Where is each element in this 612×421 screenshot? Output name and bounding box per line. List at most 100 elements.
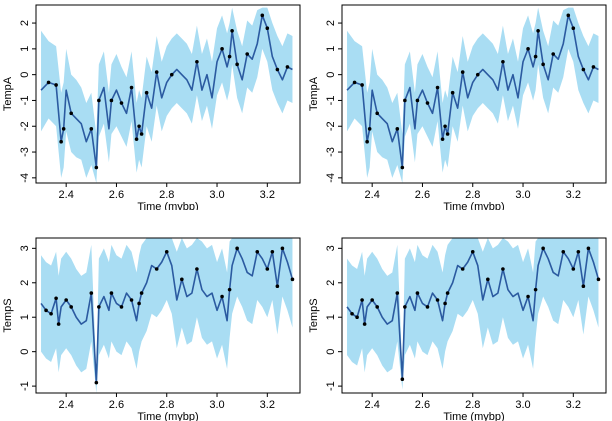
y-tick-label: -4 (19, 173, 31, 183)
data-point (440, 137, 445, 141)
x-axis-label: Time (mybp) (443, 411, 504, 421)
data-point (360, 298, 364, 302)
x-axis-label: Time (mybp) (137, 201, 198, 210)
data-point (89, 127, 94, 131)
y-tick-label: -1 (325, 381, 337, 391)
x-tick-label: 2.4 (365, 189, 380, 201)
y-tick-label: 3 (325, 245, 337, 251)
y-axis-label: TempA (2, 76, 14, 111)
data-point (69, 305, 73, 309)
data-point (275, 67, 280, 72)
y-tick-label: 1 (325, 314, 337, 320)
data-point (129, 298, 134, 302)
x-tick-label: 2.4 (59, 189, 74, 201)
data-point (97, 305, 101, 309)
chart-panel-bottom-right: 2.4 2.6 2.8 3.0 3.2 -1 0 1 2 3 Time (mybp) TempS (308, 237, 607, 421)
data-point (352, 80, 357, 85)
y-tick-label: 2 (325, 20, 337, 26)
y-tick-label: 0 (325, 72, 337, 78)
data-point (44, 308, 48, 313)
plot-frame (341, 4, 607, 184)
data-point (245, 52, 249, 56)
data-point (501, 267, 505, 271)
y-tick-label: -1 (325, 96, 337, 106)
data-point (255, 249, 260, 254)
credible-band (41, 7, 293, 183)
data-point (227, 54, 232, 59)
data-point (139, 132, 144, 136)
data-point (541, 246, 545, 251)
data-point (275, 284, 280, 289)
data-point (443, 301, 447, 306)
data-point (54, 83, 58, 87)
data-point (526, 294, 530, 299)
data-point (350, 311, 354, 316)
data-point (541, 62, 545, 67)
data-point (486, 277, 490, 282)
data-point (164, 249, 169, 254)
data-point (370, 298, 374, 302)
y-axis-label: TempS (308, 298, 320, 332)
x-tick-label: 3.0 (515, 189, 530, 201)
x-tick-label: 2.6 (415, 399, 430, 411)
data-point (576, 249, 581, 254)
data-point (536, 29, 540, 33)
data-point (367, 127, 372, 131)
data-point (227, 287, 232, 292)
data-point (362, 322, 367, 326)
y-tick-label: 0 (325, 349, 337, 355)
mean-series-line (40, 247, 294, 384)
data-point (445, 132, 450, 136)
data-point (154, 267, 159, 271)
y-tick-label: 0 (19, 72, 31, 78)
credible-band (347, 238, 599, 390)
data-point (61, 127, 66, 131)
x-tick-label: 2.6 (109, 399, 124, 411)
chart-panel-top-left: 2.4 2.6 2.8 3.0 3.2 -4 -3 -2 -1 0 1 2 Time (mybp) Tem… (2, 4, 301, 210)
data-point (94, 165, 99, 170)
data-point (285, 65, 290, 69)
y-tick-label: -2 (19, 121, 31, 131)
data-point (571, 26, 576, 31)
x-tick-label: 3.0 (209, 189, 224, 201)
data-point (119, 305, 124, 309)
data-point (591, 65, 596, 69)
data-point (475, 72, 480, 77)
data-point (365, 139, 369, 144)
y-tick-label: 1 (19, 46, 31, 52)
data-point (360, 83, 364, 87)
data-point (581, 67, 586, 72)
data-point (571, 267, 576, 271)
chart-panel-bottom-left: 2.4 2.6 2.8 3.0 3.2 -1 0 1 2 3 Time (mybp) TempS (2, 237, 301, 421)
data-point (59, 139, 63, 144)
y-tick-label: -3 (19, 147, 31, 157)
data-point (403, 98, 407, 103)
plot-frame (35, 237, 301, 394)
data-point (180, 277, 184, 282)
data-point (64, 298, 68, 302)
data-point (94, 380, 99, 385)
y-tick-label: 2 (19, 20, 31, 26)
data-point (109, 291, 114, 295)
data-point (144, 90, 149, 95)
data-point (395, 291, 400, 295)
plot-frame (35, 4, 301, 184)
data-point (435, 85, 440, 90)
x-tick-label: 2.6 (109, 189, 124, 201)
data-point (460, 70, 465, 74)
data-point (425, 101, 430, 105)
y-tick-label: 2 (325, 280, 337, 286)
credible-band (41, 238, 293, 393)
x-axis-label: Time (mybp) (443, 201, 504, 210)
data-point (400, 377, 405, 382)
data-point (596, 277, 601, 282)
data-point (265, 267, 270, 271)
data-point (195, 267, 199, 271)
data-point (56, 322, 61, 326)
data-point (54, 296, 58, 301)
data-point (280, 246, 285, 251)
credible-band (347, 7, 599, 183)
data-point (220, 47, 224, 51)
data-point (470, 249, 475, 254)
